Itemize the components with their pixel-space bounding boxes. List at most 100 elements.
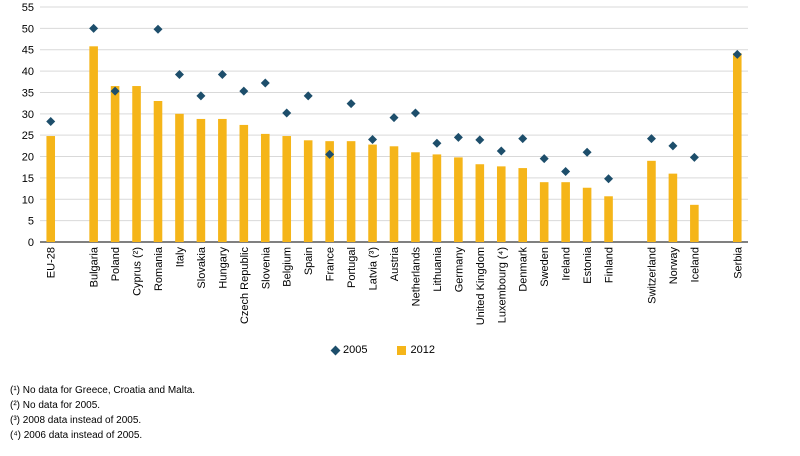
chart: 0 5 10 15 20 25 30 35 40 45 50 55 EU-28 Bulgaria Polan…	[22, 2, 748, 325]
bar-2012	[582, 187, 592, 242]
bar-2012	[89, 46, 98, 243]
x-tick-label: EU-28	[46, 247, 58, 278]
bar-2012	[239, 124, 249, 242]
x-tick-label: Germany	[453, 247, 465, 293]
x-tick-label: Serbia	[732, 246, 744, 279]
x-tick-label: Sweden	[539, 247, 551, 287]
bar-2012	[325, 141, 334, 242]
bar-2012	[561, 182, 570, 242]
bar-2012	[389, 146, 399, 242]
point-2005	[539, 154, 549, 164]
legend-label-2012: 2012	[410, 344, 435, 356]
legend-marker-bar	[397, 345, 407, 355]
bar-2012	[346, 141, 356, 242]
y-tick-label: 10	[22, 194, 34, 206]
point-2005	[604, 174, 614, 184]
x-tick-label: Austria	[389, 246, 401, 281]
y-tick-label: 0	[28, 237, 34, 249]
point-2005	[561, 167, 571, 176]
point-2005	[196, 91, 206, 101]
x-tick-label: Finland	[604, 247, 616, 283]
footnote: (¹) No data for Greece, Croatia and Malt…	[10, 385, 196, 396]
bar-2012	[110, 86, 120, 242]
legend: 2005 2012	[330, 344, 435, 356]
y-tick-label: 5	[28, 216, 34, 228]
x-tick-label: Romania	[153, 246, 165, 291]
bar-2012	[454, 157, 463, 242]
bar-2012	[153, 101, 163, 242]
x-tick-label: Bulgaria	[89, 246, 101, 287]
point-2005	[389, 113, 399, 123]
x-tick-label: United Kingdom	[475, 247, 487, 325]
point-2005	[432, 138, 442, 148]
point-2005	[346, 99, 356, 109]
x-tick-label: Italy	[174, 247, 186, 268]
point-2005	[282, 108, 292, 118]
bar-2012	[368, 144, 377, 242]
x-tick-label: Belgium	[282, 247, 294, 287]
point-2005	[217, 70, 227, 80]
x-tick-label: Hungary	[217, 247, 229, 289]
x-tick-label: Spain	[303, 247, 315, 275]
point-2005	[496, 146, 506, 156]
x-tick-label: Poland	[110, 247, 122, 281]
bar-2012	[432, 154, 442, 242]
x-tick-label: Czech Republic	[239, 247, 251, 325]
point-2005	[582, 147, 592, 157]
bar-2012	[496, 166, 506, 242]
legend-item-2005: 2005	[330, 344, 367, 356]
footnote: (³) 2008 data instead of 2005.	[10, 415, 142, 426]
point-2005	[260, 78, 270, 88]
x-tick-label: France	[325, 247, 337, 281]
bar-2012	[196, 118, 206, 242]
bar-2012	[539, 182, 549, 242]
x-tick-label: Ireland	[561, 247, 573, 281]
point-2005	[174, 70, 184, 80]
bar-2012	[732, 53, 742, 243]
x-tick-label: Netherlands	[410, 247, 422, 307]
footnotes: (¹) No data for Greece, Croatia and Malt…	[10, 383, 195, 443]
y-tick-label: 15	[22, 173, 34, 185]
bar-2012	[411, 152, 420, 242]
y-tick-label: 55	[22, 2, 34, 14]
bar-2012	[260, 133, 270, 242]
point-2005	[110, 86, 120, 96]
point-2005	[475, 135, 485, 145]
y-tick-label: 45	[22, 45, 34, 57]
point-2005	[689, 152, 699, 162]
bar-2012	[647, 160, 656, 242]
point-2005	[518, 134, 528, 144]
point-2005	[732, 49, 742, 59]
bar-2012	[303, 140, 313, 242]
point-2005	[453, 132, 463, 142]
point-2005	[325, 149, 335, 159]
point-2005	[46, 117, 56, 127]
x-tick-label: Estonia	[582, 246, 594, 284]
bar-2012	[604, 196, 613, 242]
x-tick-label: Lithuania	[432, 246, 444, 292]
bar-2012	[690, 204, 699, 242]
bar-2012	[668, 173, 678, 242]
bar-2012	[175, 113, 184, 243]
y-tick-label: 25	[22, 130, 34, 142]
legend-marker-diamond	[330, 345, 341, 355]
y-tick-label: 40	[22, 66, 34, 78]
bar-2012	[132, 86, 141, 242]
point-2005	[239, 86, 249, 96]
x-tick-label: Slovakia	[196, 246, 208, 288]
footnote: (²) No data for 2005.	[10, 400, 101, 411]
x-tick-label: Slovenia	[260, 246, 272, 289]
x-tick-label: Iceland	[689, 247, 701, 282]
point-2005	[668, 141, 678, 151]
point-2005	[646, 134, 656, 144]
y-tick-label: 30	[22, 109, 34, 121]
bar-2012	[46, 136, 56, 242]
point-2005	[153, 24, 163, 34]
x-tick-label: Denmark	[518, 247, 530, 292]
bar-2012	[518, 168, 528, 242]
y-tick-label: 50	[22, 23, 34, 35]
point-2005	[410, 108, 420, 118]
x-tick-label: Latvia (³)	[368, 247, 380, 290]
footnote: (⁴) 2006 data instead of 2005.	[10, 430, 143, 441]
point-2005	[89, 23, 99, 33]
